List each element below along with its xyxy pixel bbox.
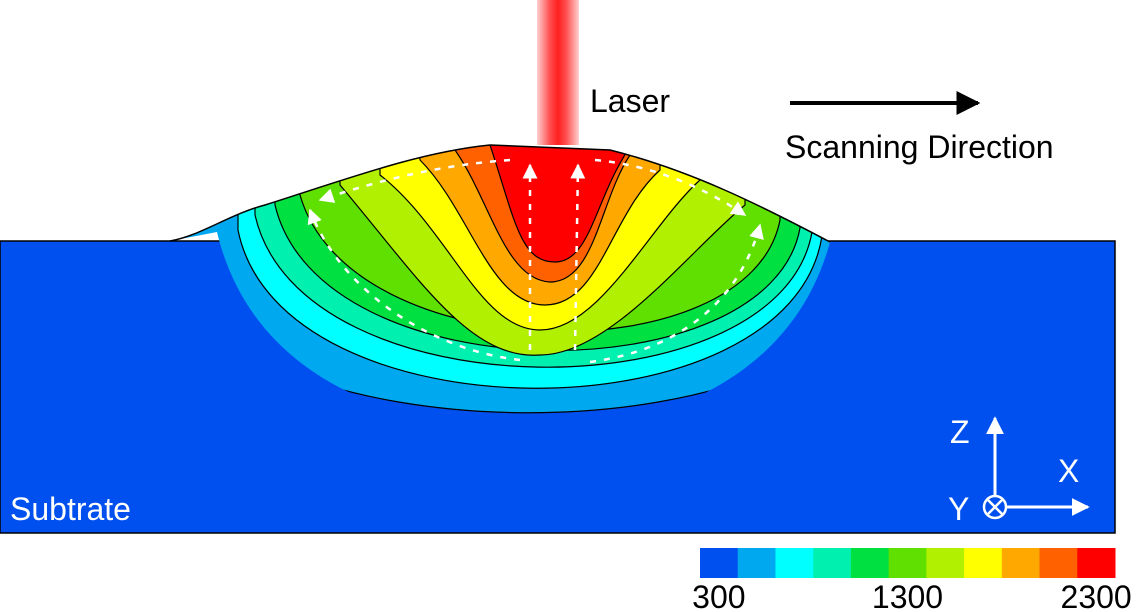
colorbar-segment <box>850 548 890 578</box>
axis-triad: Z X Y <box>948 414 1090 527</box>
z-label: Z <box>950 414 970 450</box>
direction-label: Scanning Direction <box>785 129 1054 165</box>
colorbar-segment <box>926 548 965 578</box>
laser-beam <box>537 0 579 145</box>
y-label: Y <box>948 491 969 527</box>
colorbar-tick-label: 1300 <box>872 579 943 612</box>
laser-label: Laser <box>590 83 670 119</box>
colorbar-segment <box>775 548 814 578</box>
colorbar-segment <box>813 548 852 578</box>
colorbar-segment <box>964 548 1003 578</box>
colorbar-segment <box>1077 548 1116 578</box>
colorbar-segment <box>888 548 927 578</box>
substrate-label: Subtrate <box>10 491 131 527</box>
colorbar-segment <box>737 548 776 578</box>
colorbar: 300 1300 2300 <box>692 548 1132 612</box>
x-label: X <box>1058 453 1079 489</box>
colorbar-tick-label: 300 <box>692 579 745 612</box>
colorbar-segment <box>1001 548 1041 578</box>
colorbar-segment <box>700 548 739 578</box>
colorbar-segment <box>1039 548 1078 578</box>
colorbar-tick-label: 2300 <box>1061 579 1132 612</box>
